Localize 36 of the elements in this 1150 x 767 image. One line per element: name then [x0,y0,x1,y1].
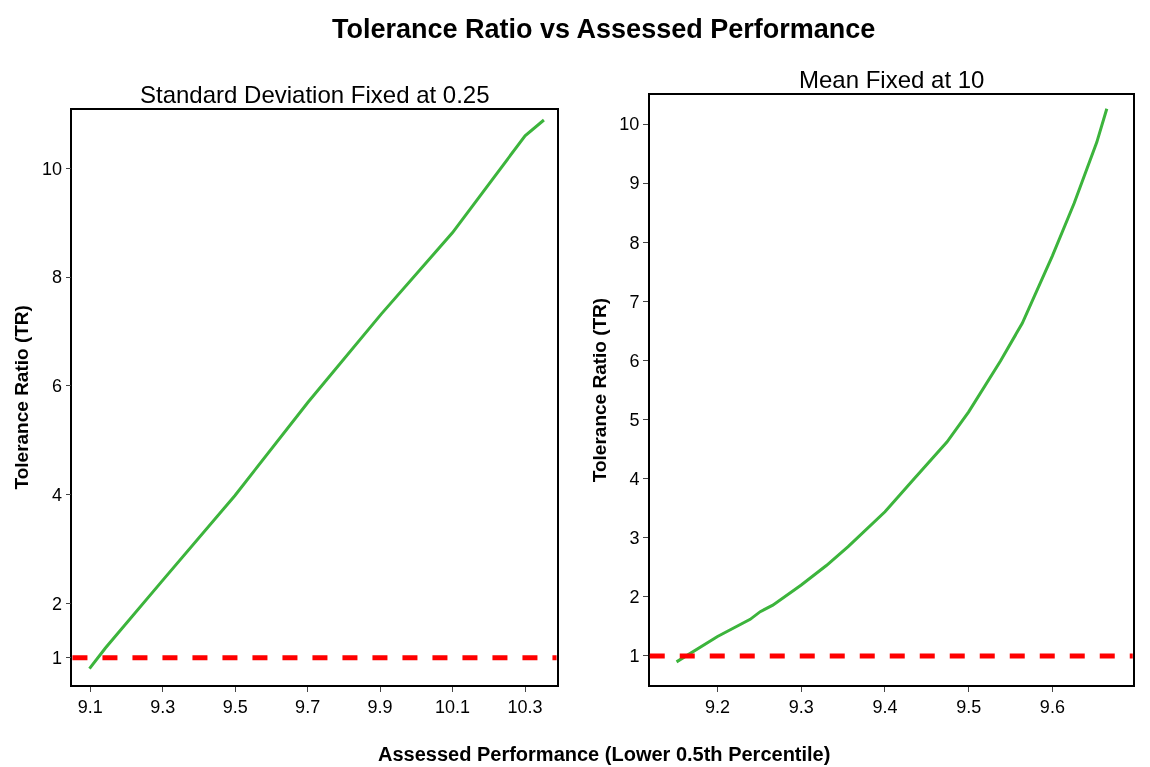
x-tick-label: 9.5 [222,697,248,718]
y-axis-title: Tolerance Ratio (TR) [11,305,33,490]
chart-subtitle: Mean Fixed at 10 [799,66,985,93]
y-tick-label: 1 [52,648,63,669]
y-tick-label: 10 [619,114,640,135]
y-tick-label: 8 [629,232,640,253]
x-tick-label: 9.5 [956,697,982,718]
x-axis-title: Assessed Performance (Lower 0.5th Percentile) [378,743,831,765]
line-series [675,107,1109,664]
x-tick-label: 9.7 [295,697,321,718]
chart-title: Tolerance Ratio vs Assessed Performance [332,14,876,44]
y-tick-label: 9 [629,173,640,194]
y-tick-label: 2 [52,593,63,614]
x-tick-label: 9.1 [77,697,103,718]
y-tick-label: 1 [629,646,640,667]
chart-subtitle: Standard Deviation Fixed at 0.25 [140,81,490,108]
x-tick-label: 10.3 [507,697,543,718]
y-tick-label: 8 [52,267,63,288]
x-tick-label: 9.9 [367,697,393,718]
y-tick-label: 3 [629,528,640,549]
y-axis-title: Tolerance Ratio (TR) [588,297,610,483]
x-tick-label: 9.3 [150,697,176,718]
x-tick-label: 9.4 [872,697,898,718]
y-tick-label: 2 [629,587,640,608]
x-tick-label: 9.6 [1039,697,1065,718]
y-tick-label: 6 [52,376,63,397]
y-tick-label: 4 [629,468,640,489]
y-tick-label: 5 [629,409,640,430]
y-tick-label: 7 [629,291,640,312]
y-tick-label: 6 [629,350,640,371]
x-tick-label: 9.2 [705,697,731,718]
x-tick-label: 10.1 [435,697,471,718]
line-series [87,118,546,671]
y-tick-label: 4 [52,484,63,505]
y-tick-label: 10 [42,158,63,179]
x-tick-label: 9.3 [788,697,814,718]
